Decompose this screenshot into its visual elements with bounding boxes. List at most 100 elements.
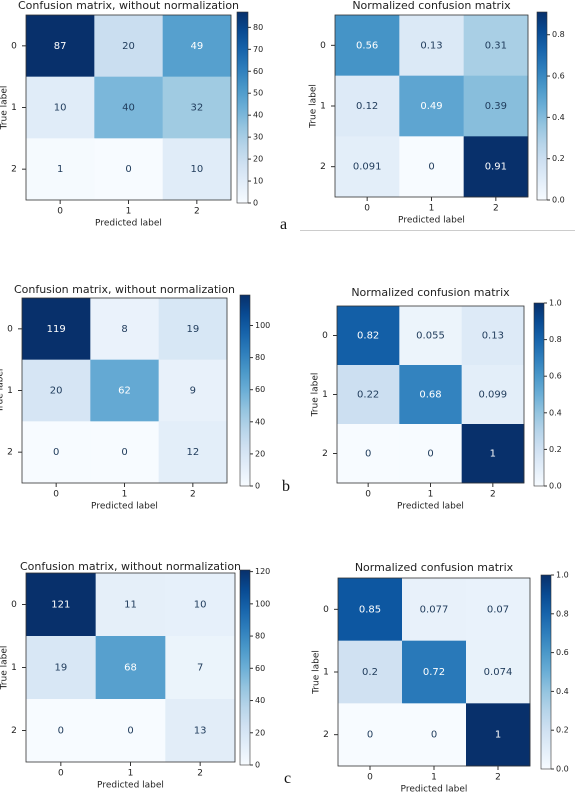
matrix-cell [402,640,467,704]
colorbar-tick-label: 0.8 [549,335,562,344]
x-axis-label: Predicted label [398,216,465,226]
heatmap-panel-2: Confusion matrix, without normalization 1… [0,283,270,512]
y-tick-label: 2 [323,730,329,740]
cell-value-label: 32 [190,103,203,114]
colorbar-tick-label: 0.4 [556,687,569,696]
matrix-cell [22,421,91,484]
colorbar-tick-label: 120 [255,567,270,576]
matrix-cell [158,421,228,484]
cell-value-label: 10 [190,164,203,175]
cell-value-label: 20 [50,386,63,397]
colorbar-tick-label: 60 [255,664,265,673]
heatmap-panel-5: Normalized confusion matrix 0.85 0.077 0.07… [312,561,569,795]
cell-value-label: 0.2 [362,667,378,678]
y-axis-label: True label [312,650,322,695]
cell-value-label: 0.68 [419,390,441,401]
cell-value-label: 0.22 [357,390,379,401]
x-tick-label: 0 [365,490,371,500]
colorbar-tick-label: 0.8 [556,609,569,618]
matrix-cell [26,138,95,201]
panel-separator [300,230,575,231]
y-tick-label: 1 [320,102,326,112]
y-tick-label: 1 [323,668,329,678]
cell-value-label: 20 [122,41,135,52]
cell-value-label: 9 [190,386,196,397]
colorbar-tick-label: 80 [255,353,265,362]
cell-value-label: 0 [427,449,433,460]
matrix-cell [165,573,236,637]
cell-value-label: 19 [186,324,199,335]
cell-value-label: 62 [118,386,131,397]
colorbar-tick-label: 0 [255,761,260,770]
cell-value-label: 10 [54,103,67,114]
chart-title: Confusion matrix, without normalization [18,0,239,12]
x-tick-label: 2 [490,490,496,500]
colorbar-tick-label: 0 [253,199,258,208]
colorbar-tick-label: 0.4 [549,408,562,417]
x-tick-label: 2 [495,773,501,783]
cell-value-label: 0.49 [420,101,442,112]
colorbar-tick-label: 1.0 [549,299,562,308]
y-tick-label: 1 [7,386,13,396]
cell-value-label: 0.72 [423,667,445,678]
matrix-cell [335,15,400,76]
colorbar-tick-label: 0.6 [549,372,562,381]
matrix-cell [338,703,403,767]
matrix-cell [399,424,462,484]
matrix-cell [463,136,529,198]
matrix-cell [165,636,236,700]
heatmap-panel-1: Normalized confusion matrix 0.56 0.13 0.31 0… [309,0,565,226]
matrix-cell [26,573,96,637]
cell-value-label: 0 [365,449,371,460]
cell-value-label: 1 [490,449,496,460]
y-axis-label: True label [311,373,321,418]
panel-label-b: b [282,478,290,495]
cell-value-label: 0.077 [420,604,449,615]
x-axis-label: Predicted label [97,781,164,791]
x-axis-label: Predicted label [95,219,162,229]
colorbar-tick-label: 20 [255,449,265,458]
y-tick-label: 0 [320,41,326,51]
x-tick-label: 1 [428,490,434,500]
matrix-cell [399,365,462,425]
colorbar-tick-label: 10 [253,177,263,186]
matrix-cell [94,138,163,201]
colorbar-tick-label: 60 [255,385,265,394]
cell-value-label: 19 [54,663,67,674]
y-axis-label: True label [0,369,6,414]
matrix-cell [399,75,464,137]
colorbar [540,574,552,770]
cell-value-label: 0.12 [356,101,378,112]
colorbar-tick-label: 0 [255,482,260,491]
cell-value-label: 0 [58,726,64,737]
cell-value-label: 11 [124,600,137,611]
matrix-cell [94,15,163,77]
colorbar-tick-label: 40 [255,696,265,705]
matrix-cell [337,365,400,425]
colorbar-tick-label: 40 [255,417,265,426]
chart-title: Confusion matrix, without normalization [20,560,241,573]
cell-value-label: 49 [190,41,203,52]
matrix-cell [95,573,166,637]
colorbar-tick-label: 20 [255,728,265,737]
matrix-cell [461,365,525,425]
y-tick-label: 1 [322,390,328,400]
x-tick-label: 1 [122,490,128,500]
colorbar-tick-label: 50 [253,89,263,98]
matrix-cell [335,136,400,198]
cell-value-label: 0.055 [416,331,445,342]
matrix-cell [26,699,96,763]
matrix-cell [158,359,228,422]
cell-value-label: 0.31 [485,40,507,51]
cell-value-label: 12 [186,447,199,458]
matrix-cell [95,699,166,763]
colorbar-tick-label: 1.0 [556,571,569,580]
chart-title: Normalized confusion matrix [352,0,511,12]
cell-value-label: 68 [124,663,137,674]
matrix-cell [466,578,531,641]
cell-value-label: 1 [57,164,63,175]
matrix-cell [165,699,236,763]
matrix-cell [90,298,159,360]
x-tick-label: 0 [367,773,373,783]
matrix-cell [399,15,464,76]
